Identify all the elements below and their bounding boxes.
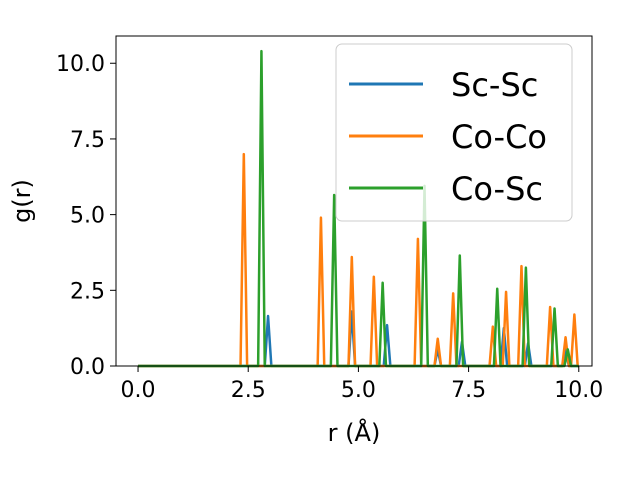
series-line-co-sc xyxy=(138,49,579,368)
x-tick-label: 0.0 xyxy=(121,378,156,403)
series-line-sc-sc xyxy=(138,310,579,368)
x-tick-label: 10.0 xyxy=(554,378,603,403)
x-tick-label: 7.5 xyxy=(451,378,486,403)
y-tick-label: 7.5 xyxy=(70,128,105,153)
legend: Sc-Sc Co-Co Co-Sc xyxy=(335,43,573,222)
legend-box xyxy=(335,43,573,222)
legend-label: Co-Sc xyxy=(451,170,543,208)
legend-label: Sc-Sc xyxy=(451,66,538,104)
y-tick-label: 0.0 xyxy=(70,355,105,380)
legend-label: Co-Co xyxy=(451,118,547,156)
y-tick-label: 10.0 xyxy=(56,52,105,77)
x-tick-label: 5.0 xyxy=(341,378,376,403)
axes-frame xyxy=(115,35,593,367)
y-axis-label: g(r) xyxy=(8,179,36,223)
y-tick-label: 2.5 xyxy=(70,279,105,304)
x-tick-label: 2.5 xyxy=(231,378,266,403)
axis-ticks: 0.0 2.5 5.0 7.5 10.0 0.0 2.5 5.0 7.5 10.0 xyxy=(56,52,603,403)
y-tick-label: 5.0 xyxy=(70,204,105,229)
x-axis-label: r (Å) xyxy=(328,418,381,447)
